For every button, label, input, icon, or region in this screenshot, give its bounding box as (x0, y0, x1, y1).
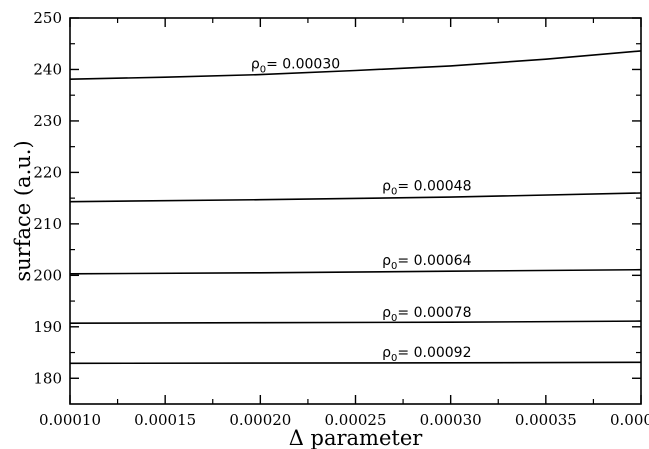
x-tick-label: 0.00030 (420, 411, 482, 429)
y-tick-label: 220 (33, 163, 62, 181)
x-axis-title: Δ parameter (289, 426, 424, 449)
y-tick-label: 230 (33, 112, 62, 130)
series-label-2: ρ0= 0.00048 (382, 178, 471, 197)
series-label-4: ρ0= 0.00078 (382, 305, 471, 324)
tick-labels: 0.00010 0.00015 0.00020 0.00025 0.00030 0.000… (33, 9, 649, 429)
x-tick-label: 0.00015 (134, 411, 196, 429)
y-tick-label: 250 (33, 9, 62, 27)
y-tick-label: 180 (33, 369, 62, 387)
series-label-1: ρ0= 0.00030 (251, 56, 340, 75)
x-tick-label: 0.00040 (610, 411, 649, 429)
series-line-5 (69, 361, 642, 365)
series-labels: ρ0= 0.00030 ρ0= 0.00048 ρ0= 0.00064 ρ0= 0.0… (251, 56, 472, 364)
plot-frame (69, 17, 642, 405)
axis-ticks (69, 17, 642, 404)
series-line-1 (69, 50, 642, 80)
y-axis-title: surface (a.u.) (11, 140, 35, 281)
y-tick-label: 210 (33, 215, 62, 233)
series-line-4 (69, 320, 642, 325)
x-tick-label: 0.00025 (324, 411, 386, 429)
x-tick-label: 0.00020 (229, 411, 291, 429)
x-tick-label: 0.00010 (39, 411, 101, 429)
x-tick-label: 0.00035 (515, 411, 577, 429)
y-tick-label: 240 (33, 60, 62, 78)
series-label-3: ρ0= 0.00064 (382, 253, 471, 272)
series-lines (69, 50, 642, 365)
y-tick-label: 190 (33, 318, 62, 336)
series-line-3 (69, 268, 642, 275)
series-line-2 (69, 192, 642, 203)
y-tick-label: 200 (33, 266, 62, 284)
series-label-5: ρ0= 0.00092 (382, 345, 471, 364)
